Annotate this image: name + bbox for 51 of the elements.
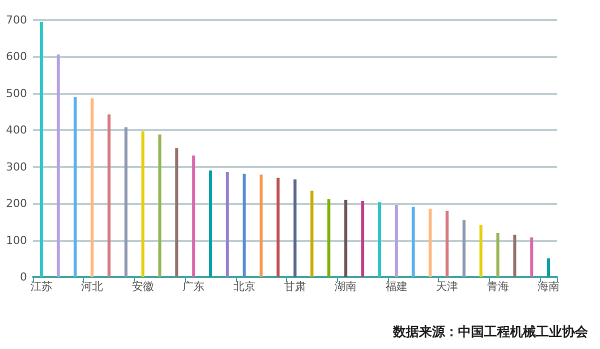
bar [327,199,330,277]
y-tick-label: 100 [6,234,27,247]
x-tick-label: 甘肃 [284,280,306,293]
bar [412,206,415,277]
bar [242,174,246,277]
bar [40,22,43,277]
y-tick-label: 0 [20,270,27,284]
source-note: 数据来源：中国工程机械工业协会 [392,325,589,340]
bar [175,148,178,277]
bar [428,208,432,277]
x-tick-label: 江苏 [30,280,52,293]
y-tick-label: 200 [6,197,27,210]
bar [513,234,516,277]
bar [462,220,466,277]
bar [192,155,196,277]
x-tick-label: 福建 [385,280,408,293]
x-tick-label: 天津 [436,280,458,293]
bar [294,179,296,277]
bar [56,54,60,277]
bar [530,237,534,277]
bar [90,98,94,277]
y-tick-label: 300 [6,160,27,174]
x-tick-label: 湖南 [334,280,357,293]
x-tick-label: 北京 [233,280,256,293]
bar [276,178,280,277]
x-tick-label: 广东 [182,280,205,293]
y-tick-label: 700 [6,14,27,26]
bar [446,210,449,277]
x-tick-label: 海南 [538,280,560,293]
bar [141,131,144,277]
bar [226,172,229,277]
bar [74,97,77,277]
x-tick-label: 青海 [486,280,509,293]
bar [108,114,111,277]
bar [310,190,314,277]
y-tick-label: 500 [6,86,27,100]
bar [378,202,382,277]
bar [208,170,212,277]
y-tick-label: 600 [6,50,27,64]
bar [361,201,364,277]
x-tick-label: 安徽 [132,280,154,293]
bar [479,224,482,277]
bar [496,232,500,277]
bar [124,127,128,277]
y-tick-label: 400 [6,124,27,137]
bar [547,258,550,277]
x-tick-label: 河北 [81,280,104,293]
bar [260,174,263,277]
bar [344,200,348,277]
bar [158,134,162,277]
bar [394,205,398,277]
